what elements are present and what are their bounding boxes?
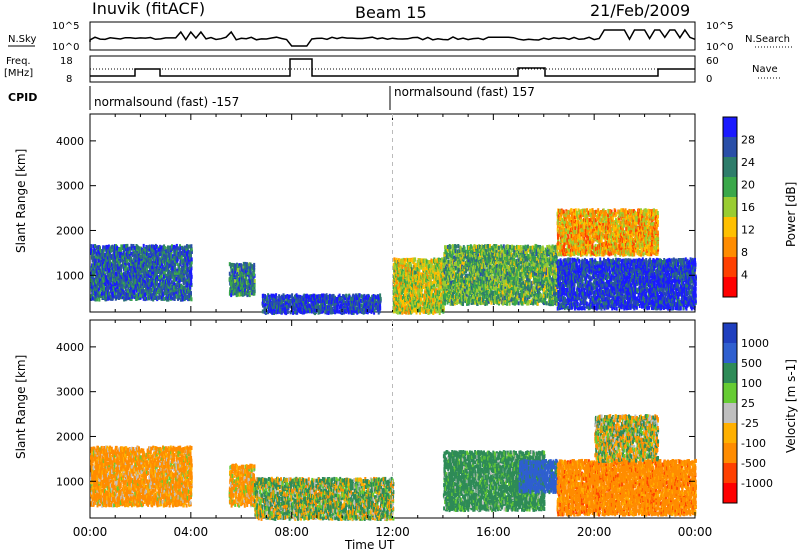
echo-cell <box>139 294 141 298</box>
beam-title: Beam 15 <box>355 3 427 22</box>
echo-cell <box>359 293 361 297</box>
echo-cell <box>416 311 418 315</box>
echo-cell <box>253 272 255 276</box>
echo-cell <box>328 311 330 315</box>
echo-cell <box>444 302 446 306</box>
date-title: 21/Feb/2009 <box>590 1 690 20</box>
echo-cell <box>352 294 354 298</box>
echo-cell <box>470 245 472 249</box>
echo-cell <box>191 297 193 301</box>
echo-cell <box>190 281 192 285</box>
echo-cell <box>291 293 293 297</box>
freq-label: Freq. <box>6 56 31 67</box>
echo-cell <box>484 265 486 269</box>
echo-cell <box>423 267 425 271</box>
echo-cell <box>450 245 452 249</box>
nsky-strip-frame <box>90 22 695 50</box>
cpid-label: CPID <box>8 91 37 104</box>
echo-cell <box>266 297 268 301</box>
echo-cell <box>90 244 92 248</box>
nsearch-tick-bottom: 10^0 <box>706 42 733 53</box>
nave-label: Nave <box>752 64 778 75</box>
cpid-left: normalsound (fast) -157 <box>94 95 239 109</box>
nsearch-tick-top: 10^5 <box>706 21 733 32</box>
echo-cell <box>417 303 419 307</box>
echo-cell <box>229 272 231 276</box>
freq-tick-bottom: 8 <box>66 74 72 85</box>
echo-cell <box>422 285 424 289</box>
echo-cell <box>94 244 96 248</box>
echo-cell <box>439 311 441 315</box>
echo-cell <box>126 244 128 248</box>
echo-cell <box>159 293 161 297</box>
echo-cell <box>414 257 416 261</box>
freq-unit-label: [MHz] <box>4 68 33 79</box>
echo-cell <box>462 302 464 306</box>
echo-cell <box>345 294 347 298</box>
radar-plot: Inuvik (fitACF) Beam 15 21/Feb/2009 N.Sk… <box>0 0 800 554</box>
echo-cell <box>458 249 460 253</box>
echo-cell <box>190 254 192 258</box>
nsky-label: N.Sky <box>8 34 36 45</box>
echo-cell <box>336 310 338 314</box>
echo-cell <box>190 291 192 295</box>
echo-cell <box>292 311 294 315</box>
nave-tick-bottom: 0 <box>706 74 712 85</box>
echo-cell <box>442 305 444 309</box>
echo-cell <box>287 310 289 314</box>
echo-cell <box>420 298 422 302</box>
echo-cell <box>360 303 362 307</box>
echo-cell <box>254 279 256 283</box>
echo-cell <box>410 263 412 267</box>
echo-cell <box>456 283 458 287</box>
nave-tick-top: 60 <box>706 56 719 67</box>
echo-cell <box>230 293 232 297</box>
freq-tick-top: 18 <box>60 56 73 67</box>
echo-cell <box>98 298 100 302</box>
cpid-right: normalsound (fast) 157 <box>394 85 535 99</box>
echo-cell <box>240 263 242 267</box>
site-title: Inuvik (fitACF) <box>92 0 205 18</box>
echo-cell <box>380 297 382 301</box>
nsky-trace <box>90 30 695 46</box>
nsearch-label: N.Search <box>745 34 790 45</box>
echo-cell <box>190 244 192 248</box>
echo-cell <box>190 273 192 277</box>
echo-cell <box>253 263 255 267</box>
echo-cell <box>379 293 381 297</box>
nsky-tick-top: 10^5 <box>52 21 79 32</box>
echo-cell <box>430 285 432 289</box>
echo-cell <box>455 245 457 249</box>
echo-cell <box>173 281 175 285</box>
nsky-tick-bottom: 10^0 <box>52 42 79 53</box>
freq-trace <box>90 59 695 76</box>
echo-cell <box>254 289 256 293</box>
